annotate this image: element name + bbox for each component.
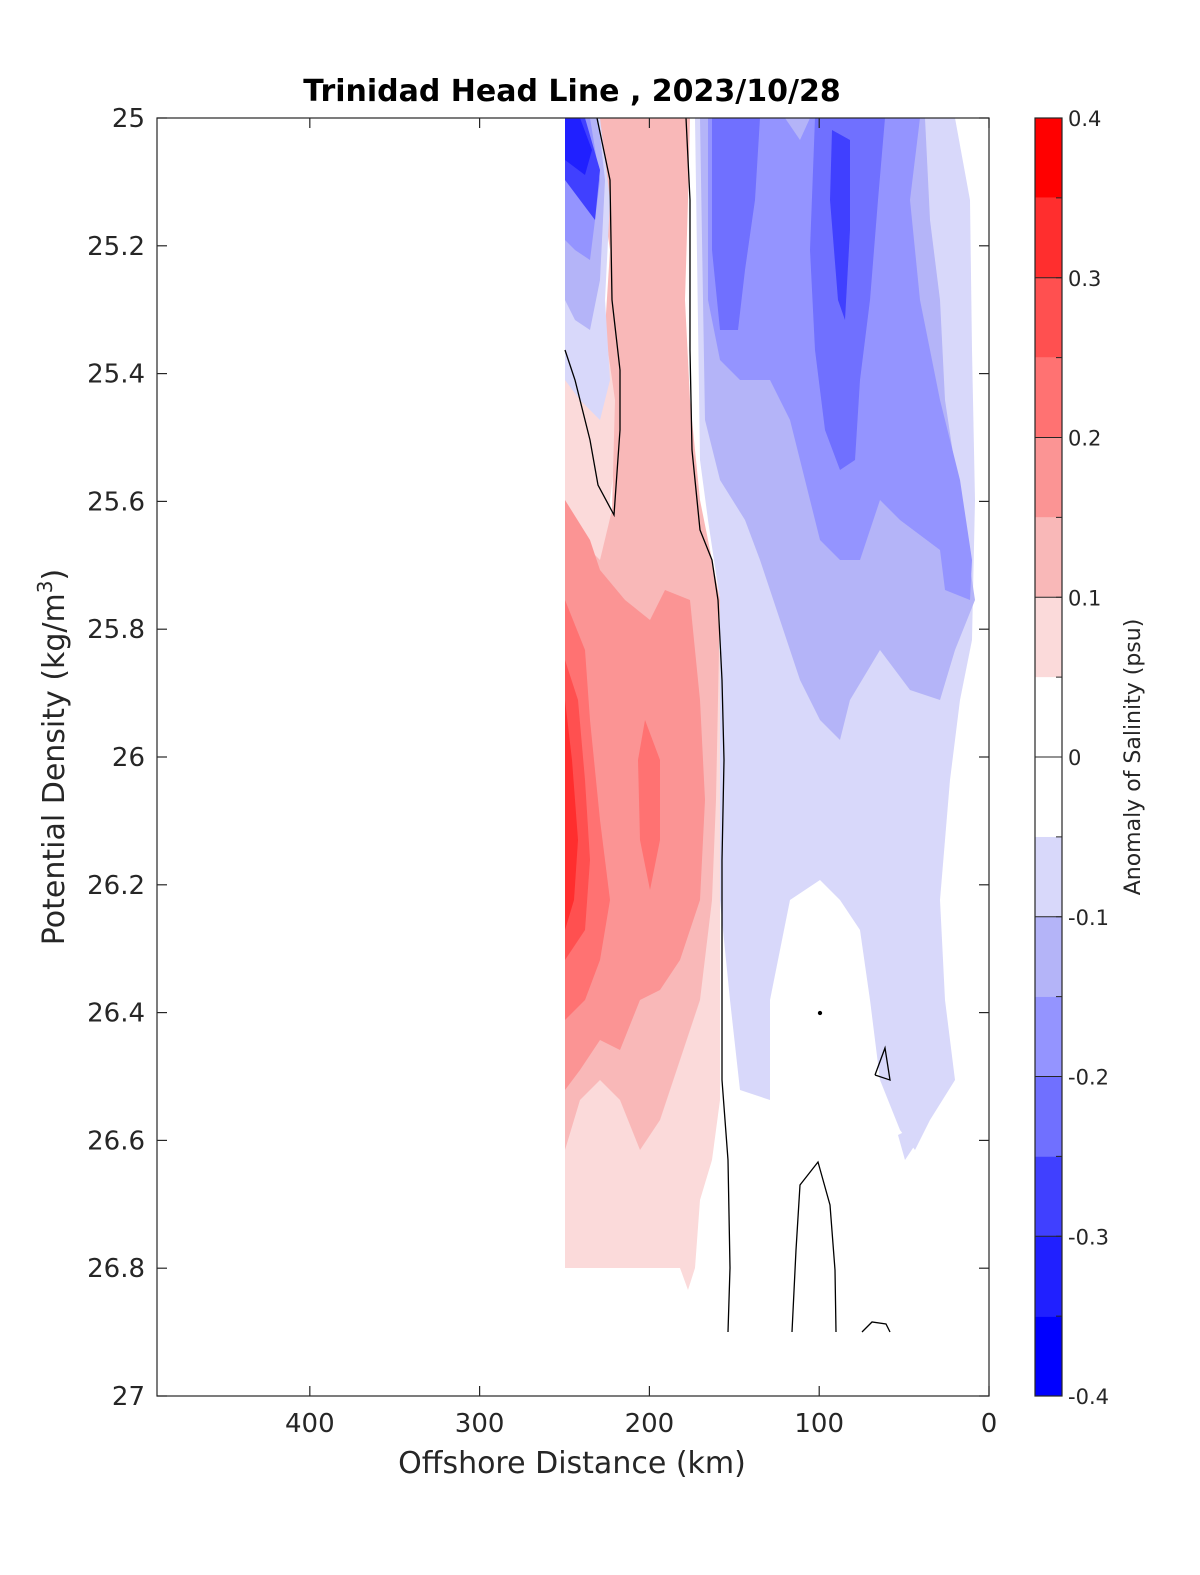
zero-contour-line-left	[564, 117, 621, 518]
colorbar-tick-label: 0.1	[1068, 586, 1101, 610]
x-axis: 400 300 200 100 0	[285, 118, 997, 1439]
zero-contour-line-small	[874, 1045, 891, 1081]
colorbar-segment	[1035, 836, 1062, 917]
colorbar-tick-label: 0.4	[1068, 107, 1101, 131]
colorbar-segment	[1035, 357, 1062, 438]
colorbar-segment	[1035, 1156, 1062, 1237]
x-axis-label: Offshore Distance (km)	[398, 1446, 746, 1481]
y-axis-label: Potential Density (kg/m3)	[33, 569, 72, 945]
colorbar-segment	[1035, 197, 1062, 278]
colorbar-segment	[1035, 118, 1062, 198]
y-tick-label: 25.8	[87, 615, 145, 645]
contour-region-negative-left-core	[565, 118, 592, 175]
colorbar-segment	[1035, 1316, 1062, 1396]
colorbar-segment	[1035, 1076, 1062, 1157]
colorbar-tick-label: 0	[1068, 746, 1081, 770]
y-tick-label: 26.6	[87, 1126, 145, 1156]
y-tick-label: 26.8	[87, 1254, 145, 1284]
colorbar-segment	[1035, 916, 1062, 997]
y-tick-label: 25.2	[87, 232, 145, 262]
colorbar-tick-label: -0.3	[1068, 1225, 1109, 1249]
y-tick-label: 26	[112, 743, 145, 773]
colorbar-segment	[1035, 517, 1062, 598]
x-tick-label: 100	[794, 1409, 844, 1439]
y-tick-label: 26.4	[87, 999, 145, 1029]
zero-contour-line-deep	[791, 1160, 837, 1333]
colorbar-tick-label: -0.1	[1068, 906, 1109, 930]
zero-contour-line-main	[685, 117, 731, 1333]
contour-region-positive-core	[638, 720, 660, 890]
chart-title: Trinidad Head Line , 2023/10/28	[303, 74, 840, 109]
contour-region-negative-patch	[898, 1130, 915, 1160]
colorbar-segment	[1035, 1236, 1062, 1317]
zero-contour-line-bottom	[861, 1321, 891, 1333]
y-axis: 25 25.2 25.4 25.6 25.8 26 26.2 26.4 26.6 26.8 27	[87, 104, 989, 1412]
y-tick-label: 26.2	[87, 871, 145, 901]
y-tick-label: 27	[112, 1382, 145, 1412]
colorbar-ticks: -0.4 -0.3 -0.2 -0.1 0 0.1 0.2 0.3 0.4	[1035, 107, 1109, 1409]
y-axis-label-close: )	[37, 569, 72, 581]
colorbar-tick-label: 0.2	[1068, 427, 1101, 451]
y-axis-label-superscript: 3	[33, 580, 57, 593]
contour-region-negative-medium	[712, 118, 760, 330]
zero-contour-dot	[817, 1010, 823, 1016]
colorbar-tick-label: 0.3	[1068, 267, 1101, 291]
y-tick-label: 25.4	[87, 360, 145, 390]
x-tick-label: 200	[625, 1409, 675, 1439]
contour-fill-layer	[565, 118, 975, 1290]
contour-region-negative-strong	[830, 130, 850, 320]
y-axis-label-text: Potential Density (kg/m	[37, 593, 72, 945]
colorbar-segment	[1035, 437, 1062, 518]
x-tick-label: 400	[285, 1409, 335, 1439]
x-tick-label: 300	[455, 1409, 505, 1439]
colorbar	[1034, 117, 1063, 1397]
colorbar-tick-label: -0.4	[1068, 1385, 1109, 1409]
colorbar-tick-label: -0.2	[1068, 1066, 1109, 1090]
contour-region-negative-medium-2	[810, 118, 885, 470]
colorbar-segment	[1035, 996, 1062, 1077]
zero-contour-lines	[564, 117, 891, 1333]
colorbar-segment	[1035, 277, 1062, 358]
x-tick-label: 0	[981, 1409, 998, 1439]
y-tick-label: 25.6	[87, 487, 145, 517]
colorbar-label: Anomaly of Salinity (psu)	[1121, 619, 1146, 896]
colorbar-segment	[1035, 597, 1062, 678]
contour-region-positive-strongest	[565, 700, 578, 930]
y-tick-label: 25	[112, 104, 145, 134]
